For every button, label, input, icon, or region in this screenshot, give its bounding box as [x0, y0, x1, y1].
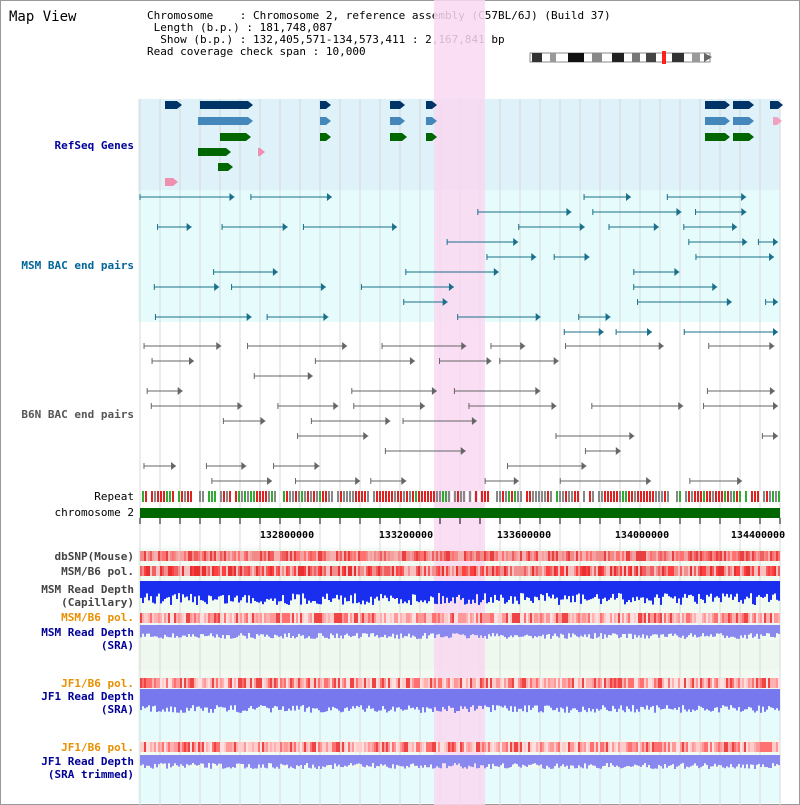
gene-25 — [218, 163, 228, 171]
gene-1 — [200, 101, 230, 109]
gene-14 — [705, 117, 725, 125]
heatmap-tracks[interactable] — [140, 551, 780, 752]
tick-label-2: 133200000 — [378, 530, 434, 541]
gene-10 — [230, 117, 248, 125]
label-msm-b6-pol-2[interactable]: MSM/B6 pol. — [61, 611, 134, 624]
gene-19 — [390, 133, 402, 141]
coverage-value: 10,000 — [325, 45, 366, 58]
ideogram-position-marker — [662, 51, 666, 64]
gene-18 — [320, 133, 326, 141]
label-jf1-b6-pol-2[interactable]: JF1/B6 pol. — [61, 741, 134, 754]
label-chromosome: chromosome 2 — [54, 506, 134, 519]
label-msm-bac[interactable]: MSM BAC end pairs — [21, 259, 134, 272]
length-value: 181,748,087 — [259, 21, 333, 34]
gene-5 — [426, 101, 432, 109]
gene-7 — [733, 101, 749, 109]
gene-16 — [773, 117, 777, 125]
gene-26 — [165, 178, 173, 186]
label-msm-depth-capillary[interactable]: MSM Read Depth (Capillary) — [41, 583, 134, 609]
label-dbsnp[interactable]: dbSNP(Mouse) — [54, 550, 134, 563]
tick-label-1: 132800000 — [259, 530, 315, 541]
gene-22 — [733, 133, 749, 141]
gene-12 — [390, 117, 400, 125]
chromosome-bar — [140, 508, 780, 518]
gene-20 — [426, 133, 432, 141]
gene-3 — [320, 101, 326, 109]
gene-13 — [426, 117, 432, 125]
gene-9 — [198, 117, 232, 125]
view-title: Map View — [9, 9, 77, 25]
gene-11 — [320, 117, 326, 125]
coverage-key: Read coverage check span — [147, 45, 306, 58]
gene-0 — [165, 101, 177, 109]
gene-24 — [258, 148, 260, 156]
gene-6 — [705, 101, 725, 109]
tick-label-4: 134000000 — [614, 530, 670, 541]
gene-2 — [230, 101, 248, 109]
gene-8 — [770, 101, 778, 109]
label-jf1-depth-sra[interactable]: JF1 Read Depth (SRA) — [41, 690, 134, 716]
axis-ticks — [139, 518, 781, 524]
refseq-genes[interactable] — [165, 101, 783, 186]
show-key: Show (b.p.) — [160, 33, 234, 46]
tick-label-3: 133600000 — [496, 530, 552, 541]
gene-17 — [220, 133, 246, 141]
label-refseq-genes[interactable]: RefSeq Genes — [54, 139, 134, 152]
label-msm-depth-sra[interactable]: MSM Read Depth (SRA) — [41, 626, 134, 652]
depth-tracks[interactable] — [140, 581, 780, 769]
region-highlight[interactable] — [434, 0, 485, 805]
gene-4 — [390, 101, 400, 109]
tick-label-5: 134400000 — [730, 530, 786, 541]
label-jf1-depth-trimmed[interactable]: JF1 Read Depth (SRA trimmed) — [41, 755, 134, 781]
info-panel: Chromosome : Chromosome 2, reference ass… — [147, 9, 611, 58]
label-jf1-b6-pol[interactable]: JF1/B6 pol. — [61, 677, 134, 690]
label-msm-b6-pol[interactable]: MSM/B6 pol. — [61, 565, 134, 578]
gene-21 — [705, 133, 725, 141]
chromosome-ideogram[interactable] — [529, 51, 712, 64]
gene-23 — [198, 148, 226, 156]
label-repeat[interactable]: Repeat — [94, 490, 134, 503]
label-b6n-bac[interactable]: B6N BAC end pairs — [21, 408, 134, 421]
repeat-track[interactable] — [142, 491, 780, 502]
b6n-bac-pairs[interactable] — [143, 342, 778, 485]
length-key: Length (b.p.) — [153, 21, 240, 34]
gene-15 — [733, 117, 749, 125]
msm-bac-pairs[interactable] — [139, 193, 778, 336]
chromosome-key: Chromosome — [147, 9, 214, 22]
